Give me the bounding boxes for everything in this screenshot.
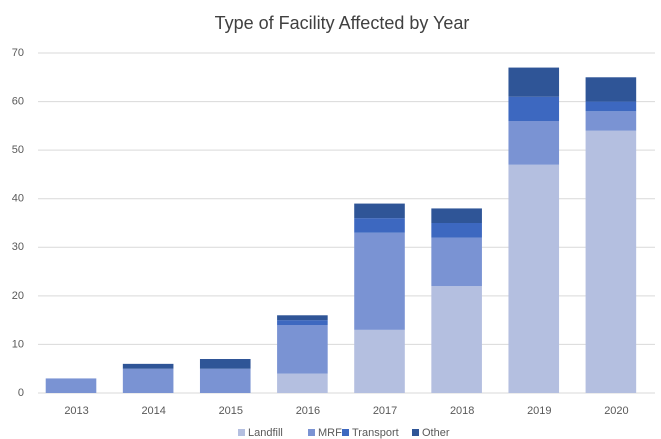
bar-segment [354, 329, 405, 393]
bar-segment [585, 101, 637, 112]
bar-segment [508, 96, 560, 121]
x-tick-label: 2014 [141, 405, 165, 417]
bar-segment [122, 363, 174, 369]
chart-title: Type of Facility Affected by Year [215, 13, 470, 33]
bar-segment [508, 67, 560, 97]
y-tick-label: 10 [12, 338, 24, 350]
legend-swatch [342, 429, 349, 436]
bar-segment [354, 218, 405, 233]
legend-label: MRF [318, 427, 342, 439]
x-tick-label: 2016 [296, 405, 320, 417]
y-tick-label: 50 [12, 144, 24, 156]
x-tick-label: 2020 [604, 405, 628, 417]
bar-segment [199, 359, 251, 369]
bar-segment [122, 368, 174, 393]
y-tick-label: 60 [12, 95, 24, 107]
y-tick-label: 30 [12, 241, 24, 253]
bar-segment [508, 121, 560, 165]
bar-segment [585, 77, 637, 102]
y-tick-label: 70 [12, 47, 24, 59]
y-tick-label: 20 [12, 290, 24, 302]
legend-label: Landfill [248, 427, 283, 439]
bar-segment [354, 203, 405, 219]
bar-segment [431, 208, 482, 223]
bar-segment [277, 320, 328, 325]
legend-label: Transport [352, 427, 399, 439]
bar-segment [508, 164, 560, 393]
legend-swatch [238, 429, 245, 436]
legend-swatch [412, 429, 419, 436]
bar-segment [45, 378, 97, 393]
legend-label: Other [422, 427, 450, 439]
bar-segment [277, 325, 328, 374]
y-tick-label: 40 [12, 193, 24, 205]
x-tick-label: 2015 [219, 405, 243, 417]
bar-segment [431, 237, 482, 287]
x-tick-label: 2017 [373, 405, 397, 417]
bar-segment [585, 130, 637, 393]
bar-segment [431, 286, 482, 393]
bar-segment [354, 232, 405, 330]
bar-segment [199, 368, 251, 393]
bar-segment [277, 315, 328, 321]
bar-segment [585, 111, 637, 131]
legend-swatch [308, 429, 315, 436]
y-tick-label: 0 [18, 387, 24, 399]
x-tick-label: 2018 [450, 405, 474, 417]
bar-segment [431, 223, 482, 238]
bar-segment [277, 373, 328, 393]
x-tick-label: 2019 [527, 405, 551, 417]
x-tick-label: 2013 [64, 405, 88, 417]
